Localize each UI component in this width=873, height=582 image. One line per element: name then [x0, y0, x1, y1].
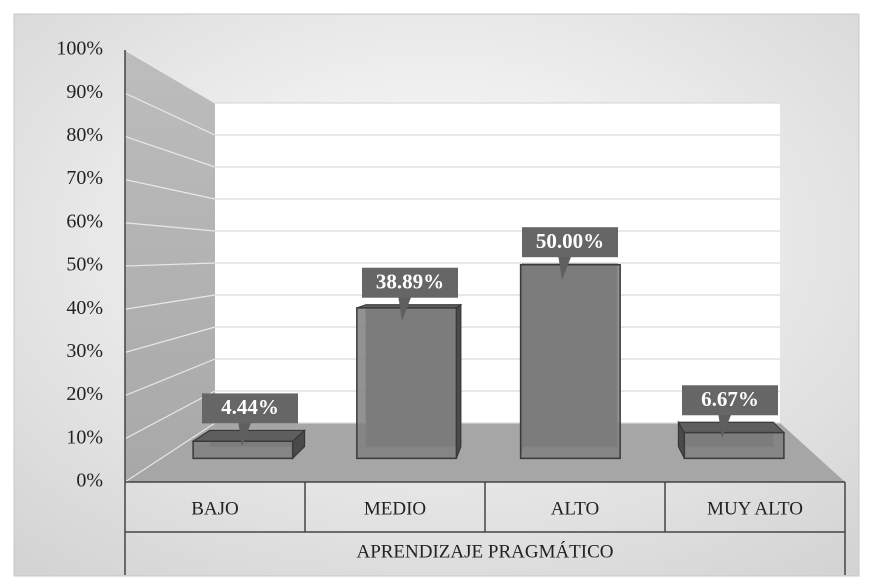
grid-line: [124, 358, 216, 397]
data-label: 6.67%: [701, 387, 759, 411]
grid-line: [124, 222, 216, 232]
grid-line: [124, 135, 216, 168]
grid-line: [124, 390, 216, 440]
grid-line: [124, 326, 216, 353]
data-label: 4.44%: [221, 395, 279, 419]
grid-line: [124, 179, 216, 200]
y-tick-label: 70%: [66, 167, 103, 189]
x-tick-label: ALTO: [551, 498, 600, 519]
bar-top: [677, 421, 786, 434]
data-label-pointer: [558, 254, 572, 281]
data-label-box: [522, 227, 618, 258]
bar: [519, 264, 621, 460]
data-label-pointer: [718, 412, 732, 439]
data-label-pointer: [238, 420, 252, 447]
x-tick-label: BAJO: [191, 498, 239, 519]
grid-line: [124, 49, 216, 104]
grid-line: [124, 262, 216, 267]
y-tick-label: 50%: [66, 254, 103, 276]
y-tick-label: 0%: [76, 470, 103, 492]
bar: [683, 431, 785, 460]
y-tick-label: 60%: [66, 210, 103, 232]
bar: [192, 440, 294, 460]
data-label-box: [362, 267, 458, 298]
grid-line: [124, 422, 216, 483]
data-label-box: [202, 393, 298, 424]
y-tick-label: 100%: [56, 38, 103, 60]
data-label-box: [682, 385, 778, 416]
y-tick-label: 10%: [66, 426, 103, 448]
y-tick-label: 90%: [66, 81, 103, 103]
side-wall: [125, 50, 215, 482]
grid-line: [124, 294, 216, 310]
data-label: 50.00%: [536, 229, 604, 253]
x-axis-title: APRENDIZAJE PRAGMÁTICO: [356, 540, 613, 562]
y-tick-label: 20%: [66, 383, 103, 405]
bar: [356, 307, 458, 460]
y-tick-label: 40%: [66, 297, 103, 319]
grid-line: [124, 92, 216, 136]
x-tick-label: MUY ALTO: [707, 498, 803, 519]
y-tick-label: 80%: [66, 124, 103, 146]
bar-top: [191, 429, 306, 442]
data-label: 38.89%: [376, 270, 444, 294]
x-tick-label: MEDIO: [364, 498, 426, 519]
data-label-pointer: [398, 294, 412, 321]
y-tick-label: 30%: [66, 340, 103, 362]
